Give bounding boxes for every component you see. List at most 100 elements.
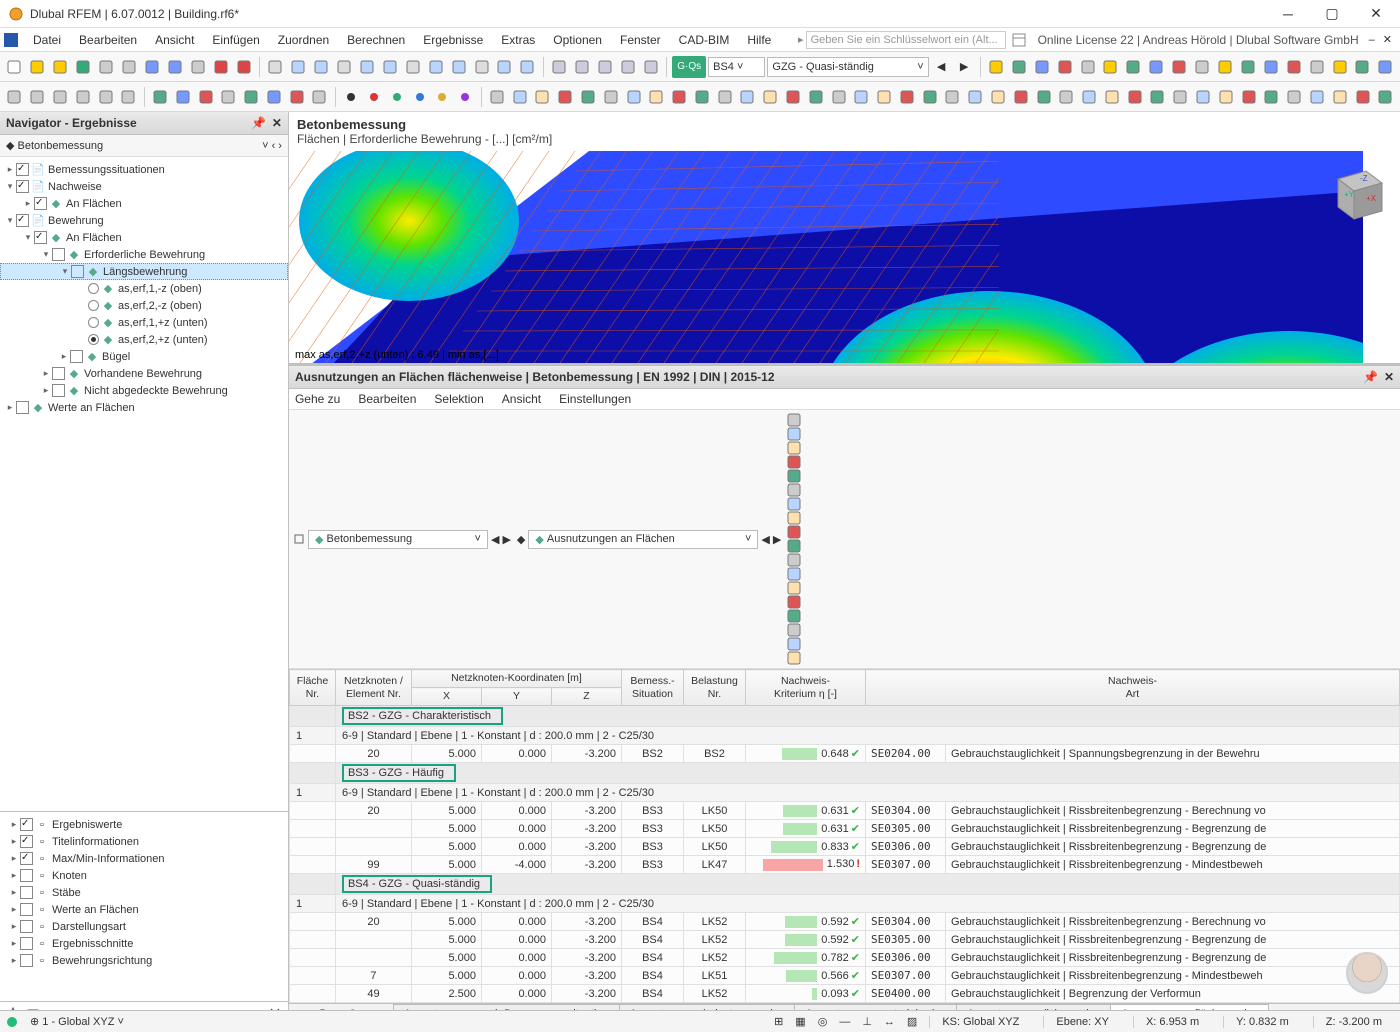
tb1-r-7[interactable] [1146, 56, 1167, 78]
tb2-d-25[interactable] [1056, 86, 1077, 108]
table-grid-wrap[interactable]: FlächeNr.Netzknoten /Element Nr.Netzknot… [289, 669, 1400, 1003]
help-avatar[interactable] [1346, 952, 1388, 994]
tb1-r-0[interactable] [985, 56, 1006, 78]
tb2-d-38[interactable] [1352, 86, 1373, 108]
tb1-r-2[interactable] [1031, 56, 1052, 78]
tb2-d-22[interactable] [988, 86, 1009, 108]
tb1-r-3[interactable] [1054, 56, 1075, 78]
tbl-tool-8[interactable] [787, 525, 801, 539]
tb1-btn-10[interactable] [233, 56, 254, 78]
tb1-view-1[interactable] [572, 56, 593, 78]
tbl-tool-3[interactable] [787, 455, 801, 469]
tb1-r-12[interactable] [1260, 56, 1281, 78]
table-nav-prev[interactable]: ◀ [491, 533, 499, 546]
tb2-d-1[interactable] [509, 86, 530, 108]
table-row[interactable]: 99 5.000-4.000-3.200 BS3LK47 1.530! SE03… [289, 856, 1399, 874]
tb1-combo-state[interactable]: GZG - Quasi-ständig ˅ [767, 57, 928, 77]
table-row[interactable]: 20 5.0000.000-3.200 BS3LK50 0.631✔ SE030… [289, 802, 1399, 820]
bottom-item-7[interactable]: ▸▫Ergebnisschnitte [0, 935, 288, 952]
nav-checkbox[interactable] [16, 163, 29, 176]
aux-min-icon[interactable]: – [1365, 34, 1379, 46]
table-row[interactable]: 5.0000.000-3.200 BS4LK52 0.592✔ SE0305.0… [289, 931, 1399, 949]
nav-item-3[interactable]: ▾📄Bewehrung [0, 212, 288, 229]
tbl-tool-11[interactable] [787, 567, 801, 581]
tb1-btn-7[interactable] [164, 56, 185, 78]
nav-item-6[interactable]: ▾◆Längsbewehrung [0, 263, 288, 280]
bottom-item-4[interactable]: ▸▫Stäbe [0, 884, 288, 901]
tb2-d-31[interactable] [1193, 86, 1214, 108]
tb2-d-36[interactable] [1307, 86, 1328, 108]
bottom-item-6[interactable]: ▸▫Darstellungsart [0, 918, 288, 935]
tbl-tool-0[interactable] [787, 413, 801, 427]
tb1-btn-4[interactable] [96, 56, 117, 78]
nav-radio[interactable] [88, 283, 99, 294]
tb2-d-16[interactable] [851, 86, 872, 108]
tb1-mid-7[interactable] [425, 56, 446, 78]
tb1-btn-3[interactable] [73, 56, 94, 78]
tb2-d-8[interactable] [669, 86, 690, 108]
tb2-d-18[interactable] [897, 86, 918, 108]
nav-checkbox[interactable] [34, 231, 47, 244]
tb2-d-6[interactable] [623, 86, 644, 108]
tbl-tool-6[interactable] [787, 497, 801, 511]
menu-fenster[interactable]: Fenster [611, 30, 670, 50]
tb1-btn-5[interactable] [119, 56, 140, 78]
menu-bearbeiten[interactable]: Bearbeiten [70, 30, 146, 50]
bottom-item-0[interactable]: ▸▫Ergebniswerte [0, 816, 288, 833]
minimize-button[interactable]: ─ [1266, 0, 1310, 28]
nav-radio[interactable] [88, 317, 99, 328]
nav-item-5[interactable]: ▾◆Erforderliche Bewehrung [0, 246, 288, 263]
tb1-mid-4[interactable] [357, 56, 378, 78]
tb2-d-26[interactable] [1079, 86, 1100, 108]
nav-checkbox[interactable] [52, 384, 65, 397]
tb2-d-21[interactable] [965, 86, 986, 108]
table-pin-icon[interactable]: 📌 [1363, 370, 1378, 384]
tb1-mid-8[interactable] [448, 56, 469, 78]
tb2-d-34[interactable] [1261, 86, 1282, 108]
nav-radio[interactable] [88, 334, 99, 345]
menu-extras[interactable]: Extras [492, 30, 544, 50]
menu-cad-bim[interactable]: CAD-BIM [670, 30, 739, 50]
tb2-b-5[interactable] [264, 86, 285, 108]
tb2-b-4[interactable] [241, 86, 262, 108]
tb1-btn-2[interactable] [50, 56, 71, 78]
tb2-d-37[interactable] [1329, 86, 1350, 108]
status-icon-1[interactable] [6, 1016, 18, 1028]
tb2-d-13[interactable] [783, 86, 804, 108]
nav-item-0[interactable]: ▸📄Bemessungssituationen [0, 161, 288, 178]
tb1-r-8[interactable] [1169, 56, 1190, 78]
bottom-cb[interactable] [20, 835, 33, 848]
tb1-mid-5[interactable] [379, 56, 400, 78]
nav-item-7[interactable]: ◆as,erf,1,-z (oben) [0, 280, 288, 297]
tb2-d-33[interactable] [1238, 86, 1259, 108]
menu-berechnen[interactable]: Berechnen [338, 30, 414, 50]
tbl-tool-7[interactable] [787, 511, 801, 525]
bottom-cb[interactable] [20, 937, 33, 950]
nav-checkbox[interactable] [34, 197, 47, 210]
tb1-r-4[interactable] [1077, 56, 1098, 78]
table-combo-1[interactable]: ◆ Betonbemessung˅ [308, 530, 488, 549]
tb2-c-4[interactable] [432, 86, 453, 108]
tb1-r-1[interactable] [1008, 56, 1029, 78]
tb1-r-13[interactable] [1283, 56, 1304, 78]
tb1-mid-3[interactable] [334, 56, 355, 78]
table-menu-gehe zu[interactable]: Gehe zu [295, 392, 340, 406]
aux-close-icon[interactable]: ✕ [1379, 33, 1396, 46]
bottom-item-8[interactable]: ▸▫Bewehrungsrichtung [0, 952, 288, 969]
bottom-cb[interactable] [20, 920, 33, 933]
menu-hilfe[interactable]: Hilfe [738, 30, 780, 50]
status-dim-icon[interactable]: ↔ [884, 1016, 895, 1028]
status-line-icon[interactable]: — [839, 1016, 850, 1028]
nav-checkbox[interactable] [16, 180, 29, 193]
nav-item-9[interactable]: ◆as,erf,1,+z (unten) [0, 314, 288, 331]
tb2-b-1[interactable] [172, 86, 193, 108]
nav-item-14[interactable]: ▸◆Werte an Flächen [0, 399, 288, 416]
tb1-r-10[interactable] [1215, 56, 1236, 78]
bottom-cb[interactable] [20, 903, 33, 916]
menu-optionen[interactable]: Optionen [544, 30, 611, 50]
nav-checkbox[interactable] [71, 265, 84, 278]
nav-checkbox[interactable] [70, 350, 83, 363]
nav-item-10[interactable]: ◆as,erf,2,+z (unten) [0, 331, 288, 348]
menu-datei[interactable]: Datei [24, 30, 70, 50]
table-row[interactable]: 5.0000.000-3.200 BS3LK50 0.631✔ SE0305.0… [289, 820, 1399, 838]
